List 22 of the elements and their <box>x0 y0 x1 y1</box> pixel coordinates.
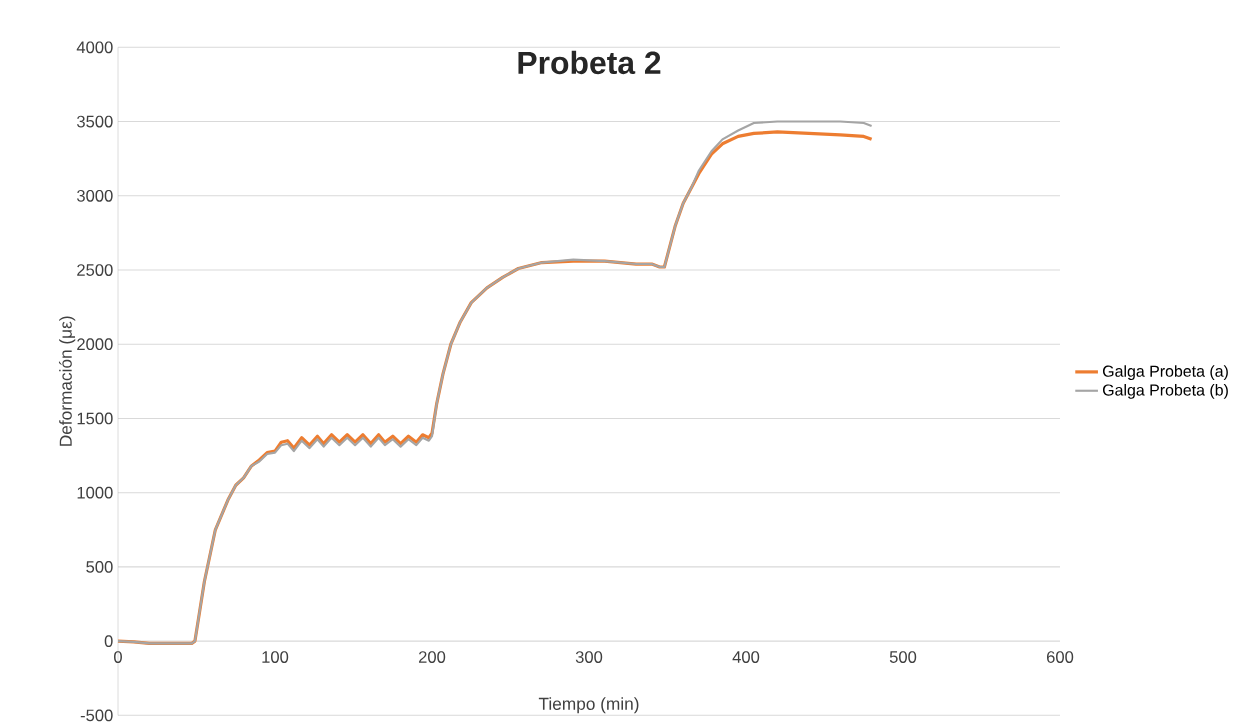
y-tick-label: 0 <box>104 635 113 647</box>
x-tick-label: 300 <box>575 651 603 663</box>
x-tick-label: 100 <box>262 651 289 663</box>
legend-label: Galga Probeta (b) <box>1102 383 1228 399</box>
x-tick-label: 600 <box>1046 651 1074 663</box>
x-axis-title: Tiempo (min) <box>538 697 639 714</box>
y-tick-label: 1000 <box>77 486 113 499</box>
chart-title: Probeta 2 <box>518 50 661 75</box>
y-tick-label: 1500 <box>77 412 113 425</box>
legend-label: Galga Probeta (a) <box>1102 365 1228 380</box>
y-tick-label: 3000 <box>76 189 113 202</box>
x-tick-label: 400 <box>732 651 760 663</box>
y-tick-label: 4000 <box>76 41 113 54</box>
y-tick-label: -500 <box>80 709 113 722</box>
x-tick-label: 500 <box>889 651 917 663</box>
y-tick-label: 500 <box>86 561 113 573</box>
x-tick-label: 200 <box>418 651 446 663</box>
x-tick-label: 0 <box>114 651 122 663</box>
y-axis-title: Deformación (με) <box>58 316 76 446</box>
y-tick-label: 2000 <box>77 338 113 351</box>
y-tick-label: 3500 <box>76 115 113 128</box>
y-tick-label: 2500 <box>77 264 113 276</box>
